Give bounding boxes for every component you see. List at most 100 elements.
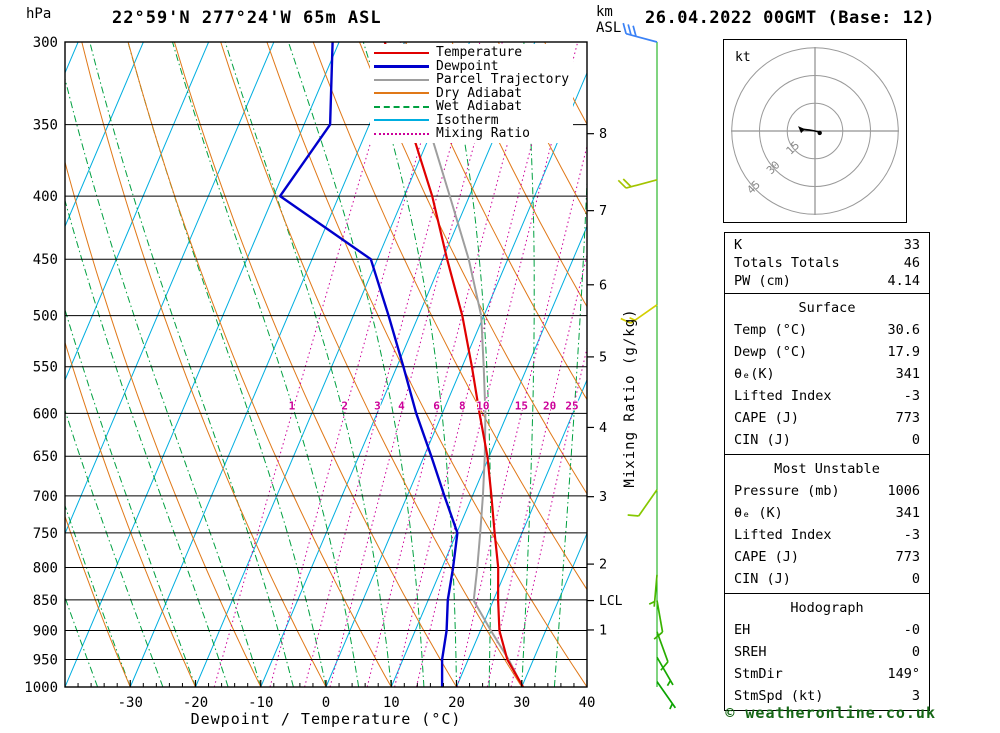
stat-label: PW (cm) xyxy=(734,273,791,289)
wind-barb xyxy=(622,22,658,43)
legend-label: Mixing Ratio xyxy=(436,126,530,142)
legend-label: Parcel Trajectory xyxy=(436,72,570,88)
stat-label: θₑ (K) xyxy=(734,505,783,521)
km-tick-label: 3 xyxy=(599,489,607,505)
legend-swatch xyxy=(374,51,429,54)
mixing-ratio-line xyxy=(394,42,560,687)
isotherm-line xyxy=(521,532,587,687)
wet-adiabat-line xyxy=(445,42,492,687)
stats-box-title: Hodograph xyxy=(790,600,864,616)
stat-value: 341 xyxy=(895,505,920,521)
stat-value: 4.14 xyxy=(887,273,920,289)
stat-label: Totals Totals xyxy=(734,255,840,271)
legend-item-mixing-ratio: Mixing Ratio xyxy=(374,126,569,142)
pressure-tick-label: 800 xyxy=(33,560,58,576)
stat-row: Totals Totals 46 xyxy=(725,254,929,272)
mixing-ratio-value-label: 2 xyxy=(341,399,348,412)
isotherm-line xyxy=(0,42,13,687)
temperature-tick-labels: -30 -20 -10 0 10 20 30 40 xyxy=(77,680,595,711)
legend-label: Wet Adiabat xyxy=(436,99,523,115)
temp-tick-label: 10 xyxy=(383,695,400,711)
stats-box-surface: Surface Temp (°C) 30.6 Dewp (°C) 17.9 θₑ(K) 34… xyxy=(724,293,930,455)
mixing-ratio-line xyxy=(415,42,579,687)
stat-row: StmDir 149° xyxy=(725,663,929,685)
mixing-ratio-value-label: 20 xyxy=(543,399,556,412)
legend-label: Dry Adiabat xyxy=(436,85,523,101)
pressure-tick-label: 600 xyxy=(33,406,58,422)
pressure-tick-label: 1000 xyxy=(24,680,58,696)
stat-label: EH xyxy=(734,622,751,638)
pressure-tick-label: 750 xyxy=(33,526,58,542)
mixing-ratio-axis-label: Mixing Ratio (g/kg) xyxy=(622,308,638,488)
stat-row: PW (cm) 4.14 xyxy=(725,272,929,290)
stat-row: StmSpd (kt) 3 xyxy=(725,685,929,707)
isotherm-line xyxy=(65,42,340,687)
legend-swatch xyxy=(374,105,429,108)
stat-row: CIN (J) 0 xyxy=(725,429,929,451)
hodograph-unit-label: kt xyxy=(735,50,751,65)
isotherm-line xyxy=(65,42,210,382)
stat-row: Pressure (mb) 1006 xyxy=(725,480,929,502)
pressure-tick-labels: 300 350 400 450 500 550 600 650 700 750 800 850 900 9… xyxy=(24,35,58,696)
stat-value: 3 xyxy=(911,688,920,704)
stat-value: 0 xyxy=(911,432,920,448)
isotherm-line xyxy=(129,42,405,687)
dry-adiabat-line xyxy=(81,42,327,687)
stat-label: StmDir xyxy=(734,666,783,682)
isotherm-line xyxy=(260,42,536,687)
legend-swatch xyxy=(374,119,429,122)
stat-label: CAPE (J) xyxy=(734,410,800,426)
temp-tick-label: -30 xyxy=(118,695,143,711)
pressure-tick-label: 850 xyxy=(33,593,58,609)
mixing-ratio-value-label: 8 xyxy=(459,399,466,412)
isotherm-line xyxy=(325,71,587,687)
stat-value: 341 xyxy=(895,366,920,382)
legend-item-parcel-trajectory: Parcel Trajectory xyxy=(374,72,570,88)
station-title: 22°59'N 277°24'W 65m ASL xyxy=(112,8,382,28)
wet-adiabat-line xyxy=(65,308,196,687)
stat-value: 0 xyxy=(911,644,920,660)
dry-adiabat-line xyxy=(405,42,587,401)
stats-box-hodograph: Hodograph EH -0 SREH 0 StmDir 149° StmSpd (kt) 3 xyxy=(724,593,930,711)
km-axis: 1 2 3 4 5 6 7 8 xyxy=(587,126,607,638)
temp-tick-label: 0 xyxy=(322,695,330,711)
stat-row: SREH 0 xyxy=(725,641,929,663)
stat-row: EH -0 xyxy=(725,619,929,641)
sounding-curves xyxy=(278,42,525,687)
legend-item-wet-adiabat: Wet Adiabat xyxy=(374,99,569,115)
stat-row: Temp (°C) 30.6 xyxy=(725,319,929,341)
curve-temperature xyxy=(383,42,525,687)
isotherm-line xyxy=(390,225,587,687)
temp-tick-label: -20 xyxy=(183,695,208,711)
legend-item-dewpoint: Dewpoint xyxy=(374,59,569,74)
mixing-ratio-value-label: 4 xyxy=(398,399,405,412)
isotherm-line xyxy=(195,42,471,687)
stat-value: -3 xyxy=(903,527,920,543)
stat-row: θₑ(K) 341 xyxy=(725,363,929,385)
hodograph-ring xyxy=(731,47,899,215)
km-tick-label: 2 xyxy=(599,557,607,573)
temp-tick-label: 20 xyxy=(448,695,465,711)
pressure-tick-label: 650 xyxy=(33,449,58,465)
dry-adiabat-line xyxy=(683,42,705,687)
stat-label: Lifted Index xyxy=(734,527,832,543)
pressure-tick-label: 300 xyxy=(33,35,58,51)
wet-adiabat-line xyxy=(89,42,294,687)
stat-row: CAPE (J) 773 xyxy=(725,546,929,568)
stat-row: Lifted Index -3 xyxy=(725,524,929,546)
isotherm-line xyxy=(456,378,587,687)
mixing-ratio-value-label: 25 xyxy=(565,399,578,412)
isotherm-line xyxy=(65,42,275,535)
dry-adiabat-line xyxy=(65,160,262,687)
mixing-ratio-line xyxy=(456,144,587,687)
curve-dewpoint xyxy=(278,42,459,687)
km-tick-label: 1 xyxy=(599,622,607,638)
stat-label: Lifted Index xyxy=(734,388,832,404)
stat-label: SREH xyxy=(734,644,767,660)
wind-barb xyxy=(617,178,658,189)
legend-item-dry-adiabat: Dry Adiabat xyxy=(374,85,569,101)
dry-adiabat-line xyxy=(591,42,705,687)
altitude-axis-unit-km: km xyxy=(596,4,613,20)
wet-adiabat-line xyxy=(521,42,535,687)
